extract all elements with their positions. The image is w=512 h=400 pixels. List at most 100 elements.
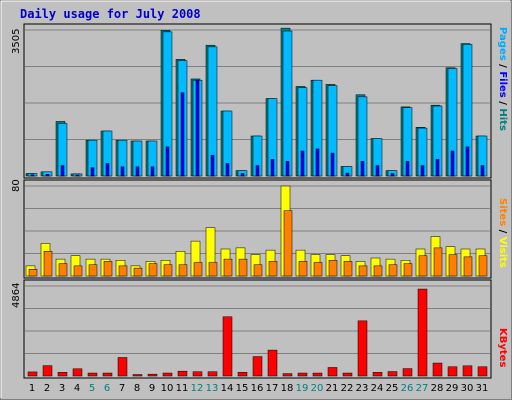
day-label-17: 17 bbox=[265, 383, 279, 394]
bar-kbytes-day-4 bbox=[72, 368, 83, 377]
bar-sites-day-6 bbox=[103, 261, 113, 277]
bar-sites-day-18 bbox=[283, 210, 293, 277]
day-label-30: 30 bbox=[460, 383, 474, 394]
day-label-22: 22 bbox=[340, 383, 354, 394]
day-label-9: 9 bbox=[148, 383, 156, 394]
bar-sites-day-15 bbox=[238, 258, 248, 277]
bar-sites-day-1 bbox=[28, 269, 38, 277]
bar-files-day-19 bbox=[300, 150, 305, 177]
bar-files-day-24 bbox=[375, 165, 380, 177]
bar-files-day-21 bbox=[330, 152, 335, 177]
day-label-19: 19 bbox=[295, 383, 309, 394]
bar-kbytes-day-25 bbox=[387, 371, 398, 377]
bar-kbytes-day-12 bbox=[192, 371, 203, 377]
bar-files-day-29 bbox=[450, 150, 455, 177]
bar-kbytes-day-1 bbox=[27, 371, 38, 377]
bar-kbytes-day-8 bbox=[132, 374, 143, 377]
bar-sites-day-8 bbox=[133, 267, 143, 277]
panel1-legend: Pages / Files / Hits bbox=[497, 27, 508, 131]
bar-kbytes-day-5 bbox=[87, 372, 98, 377]
bar-files-day-1 bbox=[30, 174, 35, 177]
bar-sites-day-2 bbox=[43, 251, 53, 277]
day-label-4: 4 bbox=[73, 383, 81, 394]
bar-pages-day-18 bbox=[282, 30, 293, 177]
legend-visits: Visits bbox=[497, 236, 508, 268]
bar-files-day-13 bbox=[210, 154, 215, 177]
bar-kbytes-day-10 bbox=[162, 372, 173, 377]
day-label-20: 20 bbox=[310, 383, 324, 394]
legend-files: Files bbox=[497, 71, 508, 98]
bar-sites-day-21 bbox=[328, 260, 338, 277]
day-label-13: 13 bbox=[205, 383, 219, 394]
day-label-2: 2 bbox=[43, 383, 51, 394]
bar-files-day-23 bbox=[360, 161, 365, 177]
legend-pages: Pages bbox=[497, 27, 508, 61]
bar-kbytes-day-6 bbox=[102, 372, 113, 377]
bar-files-day-6 bbox=[105, 163, 110, 177]
bar-files-day-27 bbox=[420, 165, 425, 177]
bar-kbytes-day-17 bbox=[267, 349, 278, 377]
panel3-ymax-label: 4864 bbox=[11, 282, 22, 308]
bar-kbytes-day-16 bbox=[252, 356, 263, 377]
bar-files-day-15 bbox=[240, 173, 245, 177]
bar-kbytes-day-29 bbox=[447, 366, 458, 377]
bar-sites-day-11 bbox=[178, 264, 188, 277]
bar-files-day-10 bbox=[165, 146, 170, 177]
bar-sites-day-7 bbox=[118, 265, 128, 277]
day-label-16: 16 bbox=[250, 383, 264, 394]
day-label-11: 11 bbox=[175, 383, 189, 394]
legend-kbytes: KBytes bbox=[497, 328, 508, 368]
day-label-15: 15 bbox=[235, 383, 249, 394]
bar-sites-day-12 bbox=[193, 262, 203, 277]
bar-kbytes-day-19 bbox=[297, 372, 308, 377]
bar-sites-day-22 bbox=[343, 261, 353, 277]
day-label-29: 29 bbox=[445, 383, 459, 394]
bar-sites-day-31 bbox=[478, 255, 488, 277]
bar-kbytes-day-14 bbox=[222, 316, 233, 377]
day-label-7: 7 bbox=[118, 383, 126, 394]
bar-kbytes-day-24 bbox=[372, 372, 383, 377]
bar-files-day-28 bbox=[435, 159, 440, 177]
day-label-18: 18 bbox=[280, 383, 294, 394]
day-label-25: 25 bbox=[385, 383, 399, 394]
day-label-23: 23 bbox=[355, 383, 369, 394]
bar-sites-day-26 bbox=[403, 263, 413, 277]
bar-kbytes-day-31 bbox=[477, 366, 488, 377]
bar-files-day-3 bbox=[60, 165, 65, 177]
legend-sep: / bbox=[497, 97, 508, 109]
bar-sites-day-5 bbox=[88, 264, 98, 277]
day-label-24: 24 bbox=[370, 383, 384, 394]
bar-files-day-17 bbox=[270, 159, 275, 177]
bar-files-day-7 bbox=[120, 166, 125, 177]
day-label-8: 8 bbox=[133, 383, 141, 394]
day-label-26: 26 bbox=[400, 383, 414, 394]
legend-sep: / bbox=[497, 226, 508, 237]
day-label-1: 1 bbox=[28, 383, 36, 394]
bar-files-day-9 bbox=[150, 166, 155, 177]
bar-files-day-22 bbox=[345, 172, 350, 177]
bar-sites-day-10 bbox=[163, 264, 173, 277]
bar-files-day-26 bbox=[405, 161, 410, 177]
day-label-6: 6 bbox=[103, 383, 111, 394]
bar-files-day-11 bbox=[180, 92, 185, 177]
bar-kbytes-day-13 bbox=[207, 371, 218, 377]
bar-files-day-4 bbox=[75, 174, 80, 177]
bar-kbytes-day-26 bbox=[402, 368, 413, 377]
bar-files-day-2 bbox=[45, 174, 50, 177]
bar-kbytes-day-9 bbox=[147, 373, 158, 377]
day-label-31: 31 bbox=[475, 383, 489, 394]
bar-kbytes-day-18 bbox=[282, 373, 293, 377]
bar-kbytes-day-20 bbox=[312, 372, 323, 377]
bar-sites-day-25 bbox=[388, 264, 398, 277]
bar-sites-day-16 bbox=[253, 264, 263, 277]
panel3-legend: KBytes bbox=[497, 328, 508, 367]
bar-sites-day-29 bbox=[448, 254, 458, 277]
bar-kbytes-day-28 bbox=[432, 362, 443, 377]
day-label-28: 28 bbox=[430, 383, 444, 394]
bar-kbytes-day-11 bbox=[177, 370, 188, 377]
day-label-21: 21 bbox=[325, 383, 339, 394]
bar-sites-day-19 bbox=[298, 261, 308, 277]
panel1-ymax-label: 3505 bbox=[11, 28, 22, 54]
panel2-legend: Sites / Visits bbox=[497, 198, 508, 268]
bar-files-day-25 bbox=[390, 173, 395, 177]
